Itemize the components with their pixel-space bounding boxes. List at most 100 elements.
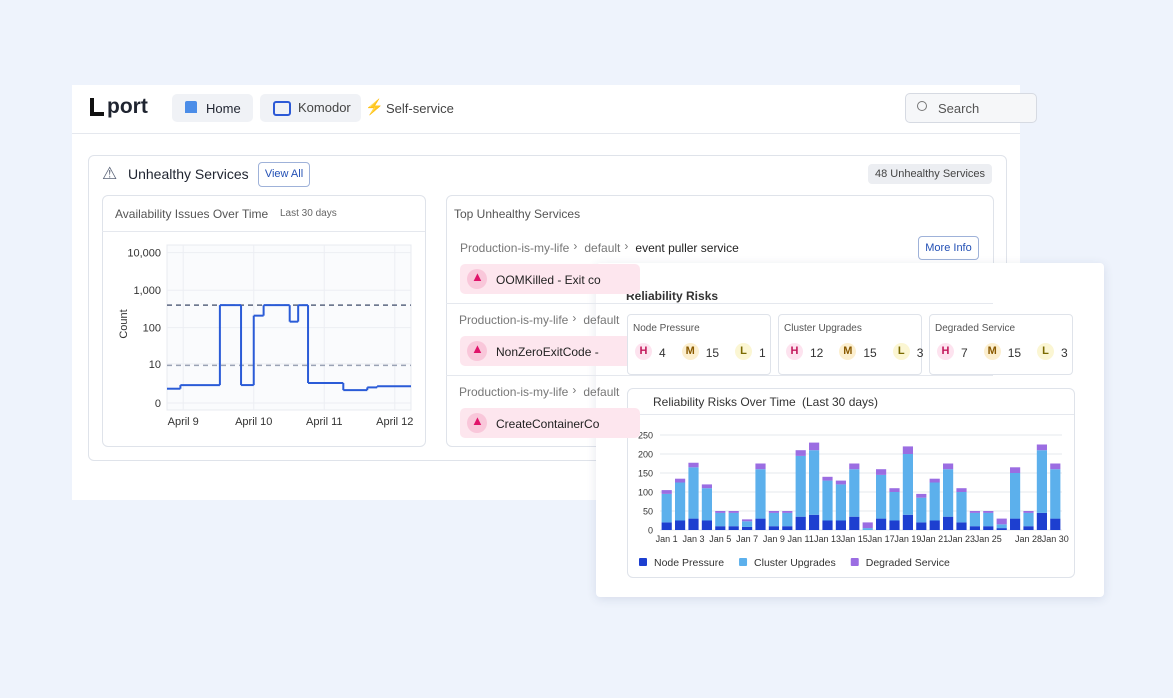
more-info-button[interactable]: More Info (918, 236, 979, 260)
nav-item[interactable]: Komodor (298, 100, 351, 115)
bar-segment (1023, 526, 1034, 530)
level-count: 15 (705, 346, 720, 360)
bar-segment (728, 526, 739, 530)
path-segment: Production-is-my-life (459, 313, 569, 327)
x-tick-label: April 10 (235, 416, 272, 428)
bar-segment (768, 526, 779, 530)
bar-segment (996, 528, 1007, 530)
bar-segment (755, 463, 766, 470)
bar-segment (809, 514, 820, 530)
bar-segment (916, 522, 927, 530)
komodor-button[interactable] (260, 94, 361, 122)
level-badge: M (983, 343, 1001, 360)
search-box[interactable] (905, 93, 1037, 123)
level-count: 15 (1007, 346, 1022, 360)
bar-segment (795, 516, 806, 530)
bar-segment (661, 522, 672, 530)
y-tick-label: 150 (638, 469, 653, 479)
bar-segment (983, 512, 994, 527)
bar-segment (862, 528, 873, 530)
nav-item[interactable]: Home (206, 101, 241, 116)
bar-segment (889, 488, 900, 492)
nav-item[interactable]: Self-service (386, 101, 454, 116)
bar-segment (742, 526, 753, 530)
logo: port (107, 95, 148, 118)
bar-segment (1010, 467, 1021, 473)
bar-segment (822, 480, 833, 521)
view-all-button[interactable]: View All (258, 162, 310, 187)
path-segment: event puller service (635, 241, 739, 255)
bar-segment (742, 521, 753, 527)
error-icon-mark: ▲ (471, 341, 484, 356)
bar-segment (996, 518, 1007, 525)
bar-segment (701, 488, 712, 521)
bar-segment (755, 469, 766, 519)
bar-segment (1036, 450, 1047, 513)
bar-segment (715, 511, 726, 513)
level-count: 4 (659, 346, 666, 360)
bar-segment (1050, 518, 1061, 530)
bar-segment (795, 455, 806, 517)
x-tick-label: Jan 5 (709, 534, 731, 544)
bar-segment (862, 522, 873, 529)
y-tick-label: 100 (143, 323, 161, 335)
bar-segment (969, 511, 980, 513)
search-placeholder: Search (938, 101, 980, 116)
bar-segment (809, 442, 820, 451)
bar-segment (768, 512, 779, 527)
bar-segment (876, 518, 887, 530)
bar-segment (728, 512, 739, 527)
legend-swatch (639, 558, 647, 566)
bar-segment (728, 511, 739, 513)
separator: › (573, 239, 578, 253)
level-badge: L (1037, 343, 1055, 360)
y-tick-label: 0 (648, 526, 653, 536)
bar-segment (1036, 444, 1047, 451)
chart-title: Reliability Risks Over Time (653, 395, 796, 409)
bolt-icon: ⚡ (365, 99, 384, 116)
bar-segment (675, 520, 686, 530)
bar-segment (835, 520, 846, 530)
chart-title: Availability Issues Over Time (115, 207, 269, 221)
bar-segment (782, 526, 793, 530)
risk-chart: 0 50 100 150 200 250 Jan 1 Jan 3 Jan 5 Jan 7 Jan 9… (638, 431, 1069, 570)
bar-segment (822, 520, 833, 530)
bar-segment (661, 490, 672, 494)
card-title: Top Unhealthy Services (454, 207, 581, 221)
legend-swatch (739, 558, 748, 566)
level-count: 3 (1061, 346, 1068, 360)
path-segment: default (584, 241, 621, 255)
x-tick-label: Jan 1 (656, 534, 678, 544)
bar-segment (1010, 473, 1021, 519)
bar-segment (661, 493, 672, 523)
bar-segment (916, 493, 927, 498)
divider (446, 375, 993, 376)
panel-title: Reliability Risks (626, 289, 719, 303)
divider (102, 231, 425, 232)
bar-segment (889, 492, 900, 521)
bar-segment (688, 467, 699, 519)
bar-segment (755, 518, 766, 530)
y-tick-label: 0 (155, 398, 161, 410)
bar-segment (956, 492, 967, 523)
bar-segment (916, 497, 927, 523)
bar-segment (929, 520, 940, 530)
y-tick-label: 10 (149, 359, 161, 371)
bar-segment (675, 482, 686, 521)
level-count: 3 (916, 346, 924, 360)
path-segment: Production-is-my-life (460, 241, 570, 255)
bar-segment (969, 512, 980, 527)
bar-segment (835, 484, 846, 521)
bar-segment (983, 511, 994, 513)
legend-label: Degraded Service (866, 557, 950, 569)
error-text: CreateContainerCo (496, 417, 600, 431)
bar-segment (822, 476, 833, 481)
bar-segment (943, 469, 954, 517)
x-tick-label: April 12 (376, 416, 413, 428)
bar-segment (809, 450, 820, 515)
level-count: 7 (961, 346, 968, 360)
bar-segment (1050, 469, 1061, 519)
logo-icon (90, 98, 104, 116)
x-tick-label: Jan 25 (975, 534, 1002, 544)
